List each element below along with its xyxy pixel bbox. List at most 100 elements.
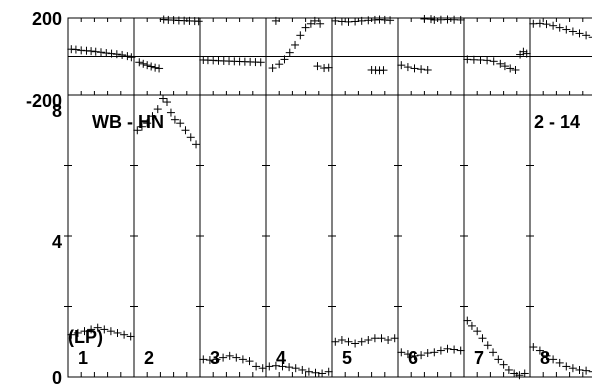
phase-point xyxy=(424,66,432,74)
amp-point xyxy=(187,133,195,141)
amp-point xyxy=(430,348,438,356)
amp-point xyxy=(549,355,557,363)
amp-point xyxy=(285,363,293,371)
amp-point xyxy=(351,340,359,348)
amp-point xyxy=(478,334,486,342)
amp-point xyxy=(484,341,492,349)
phase-point xyxy=(123,52,131,60)
phase-point xyxy=(147,63,155,71)
amp-point xyxy=(167,109,175,117)
phase-point xyxy=(417,65,425,73)
amp-point xyxy=(298,366,306,374)
phase-point xyxy=(411,64,419,72)
panel-label-6: 6 xyxy=(408,348,418,368)
phase-point xyxy=(139,60,147,68)
amp-point xyxy=(345,338,353,346)
amp-point xyxy=(252,362,260,370)
panel-label-3: 3 xyxy=(210,348,220,368)
amp-point xyxy=(114,329,122,337)
amp-point xyxy=(292,364,300,372)
phase-point xyxy=(562,26,570,34)
chart-marks xyxy=(67,15,592,379)
amp-point xyxy=(232,354,240,362)
amp-point xyxy=(181,126,189,134)
amp-point xyxy=(171,116,179,124)
phase-point xyxy=(87,47,95,55)
phase-point xyxy=(313,62,321,70)
y-tick-label-8: 8 xyxy=(52,101,62,121)
amp-point xyxy=(120,331,128,339)
amp-point xyxy=(384,336,392,344)
phase-point xyxy=(275,60,283,68)
panel-label-7: 7 xyxy=(474,348,484,368)
y-tick-label-4: 4 xyxy=(52,232,62,252)
phase-point xyxy=(569,27,577,35)
amp-point xyxy=(364,336,372,344)
phase-point xyxy=(296,31,304,39)
amp-point xyxy=(239,355,247,363)
amp-point xyxy=(378,334,386,342)
phase-point xyxy=(72,46,80,54)
phase-point xyxy=(269,64,277,72)
phase-point xyxy=(291,41,299,49)
phase-point xyxy=(257,58,265,66)
phase-point xyxy=(549,22,557,30)
amp-point xyxy=(219,354,227,362)
amp-point xyxy=(437,347,445,355)
amp-point xyxy=(318,369,326,377)
amp-point xyxy=(556,359,564,367)
phase-point xyxy=(155,64,163,72)
panel-label-8: 8 xyxy=(540,348,550,368)
panel-label-5: 5 xyxy=(342,348,352,368)
phase-point xyxy=(556,24,564,32)
chart-frame xyxy=(64,18,592,377)
phase-point xyxy=(404,63,412,71)
phase-point xyxy=(582,31,590,39)
phase-point xyxy=(576,29,584,37)
phase-point xyxy=(286,49,294,57)
amp-point xyxy=(562,362,570,370)
amp-point xyxy=(500,361,508,369)
amp-point xyxy=(417,351,425,359)
amp-point xyxy=(494,355,502,363)
chart-title-left: WB - HN xyxy=(92,112,164,132)
amp-point xyxy=(107,327,115,335)
amp-point xyxy=(176,119,184,127)
amp-point xyxy=(521,369,529,377)
phase-point xyxy=(97,48,105,56)
amp-point xyxy=(468,322,476,330)
phase-point xyxy=(483,56,491,64)
amp-point xyxy=(450,346,458,354)
amp-point xyxy=(163,98,171,106)
panel-label-1: 1 xyxy=(78,348,88,368)
chart-title-right: 2 - 14 xyxy=(534,112,580,132)
phase-point xyxy=(143,61,151,69)
amp-point xyxy=(358,338,366,346)
phase-point xyxy=(511,66,519,74)
amp-point xyxy=(444,345,452,353)
y-tick-label-200: 200 xyxy=(32,9,62,29)
panel-label-4: 4 xyxy=(276,348,286,368)
phase-point xyxy=(102,49,110,57)
amp-point xyxy=(338,336,346,344)
amp-point xyxy=(569,364,577,372)
y-tick-label-0: 0 xyxy=(52,368,62,384)
phase-point xyxy=(92,48,100,56)
amp-point xyxy=(505,366,513,374)
phase-point xyxy=(135,58,143,66)
amp-point xyxy=(192,140,200,148)
amp-point xyxy=(473,327,481,335)
phase-point xyxy=(302,24,310,32)
amp-point xyxy=(246,357,254,365)
plot-border xyxy=(68,18,592,377)
y-axis-label: (LP) xyxy=(68,327,103,347)
amp-point xyxy=(489,348,497,356)
phase-point xyxy=(151,64,159,72)
phase-point xyxy=(118,51,126,59)
amp-point xyxy=(159,95,167,103)
amp-point xyxy=(424,349,432,357)
phase-point xyxy=(379,66,387,74)
panel-label-2: 2 xyxy=(144,348,154,368)
amp-point xyxy=(226,352,234,360)
